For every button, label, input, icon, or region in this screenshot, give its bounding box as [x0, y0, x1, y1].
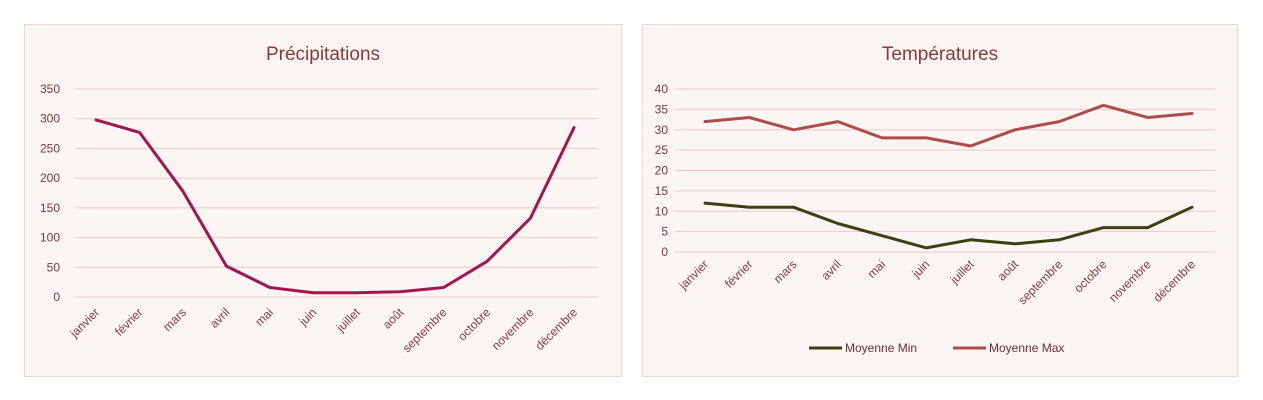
y-tick-label: 0	[661, 245, 668, 259]
legend-label: Moyenne Min	[845, 341, 917, 355]
y-tick-label: 25	[655, 143, 669, 157]
y-tick-label: 300	[40, 112, 60, 126]
temperature-chart-panel: Températures 0 5 10 15 20 25 30 35 40 janvier févr…	[642, 24, 1238, 377]
x-tick-label: septembre	[400, 305, 450, 355]
x-tick-label: mars	[160, 305, 189, 334]
y-tick-label: 10	[655, 204, 669, 218]
x-tick-label: juillet	[333, 305, 363, 335]
precipitation-chart: Précipitations 0 50 100 150 200 250 300 350 janv…	[40, 44, 598, 355]
y-tick-label: 150	[40, 201, 60, 215]
series-line	[94, 118, 576, 295]
x-tick-label: octobre	[455, 305, 493, 343]
y-tick-label: 5	[661, 225, 668, 239]
x-tick-label: juillet	[947, 257, 977, 287]
x-tick-label: février	[722, 257, 755, 290]
x-tick-label: janvier	[676, 257, 712, 293]
x-tick-label: décembre	[1150, 257, 1198, 305]
x-tick-label: août	[380, 305, 407, 332]
y-tick-label: 35	[655, 102, 669, 116]
precipitation-chart-panel: Précipitations 0 50 100 150 200 250 300 350 janv…	[24, 24, 622, 377]
y-tick-label: 0	[53, 290, 60, 304]
x-tick-label: mars	[771, 257, 800, 286]
x-tick-label: juin	[296, 305, 320, 329]
temperature-chart-title: Températures	[882, 44, 998, 65]
y-tick-label: 15	[655, 184, 669, 198]
y-tick-label: 100	[40, 231, 60, 245]
x-tick-label: juin	[909, 257, 933, 281]
series-line	[703, 103, 1194, 148]
x-tick-label: avril	[818, 257, 843, 282]
y-tick-label: 200	[40, 171, 60, 185]
precipitation-chart-title: Précipitations	[266, 44, 380, 65]
x-tick-label: mai	[252, 305, 276, 329]
x-tick-label: mai	[865, 257, 889, 281]
x-tick-label: août	[995, 257, 1022, 284]
series-line	[703, 201, 1194, 250]
x-tick-label: décembre	[532, 305, 580, 353]
x-tick-label: avril	[207, 305, 232, 330]
y-tick-label: 50	[47, 260, 61, 274]
y-tick-label: 30	[655, 123, 669, 137]
y-tick-label: 350	[40, 82, 60, 96]
y-tick-label: 20	[655, 164, 669, 178]
temperature-chart: Températures 0 5 10 15 20 25 30 35 40 janvier févr…	[655, 44, 1215, 355]
legend-label: Moyenne Max	[989, 341, 1064, 355]
x-tick-label: novembre	[1106, 257, 1154, 305]
x-tick-label: janvier	[67, 305, 103, 341]
x-tick-label: novembre	[489, 305, 537, 353]
x-tick-label: février	[112, 305, 145, 338]
y-tick-label: 40	[655, 82, 669, 96]
x-tick-label: septembre	[1015, 257, 1065, 307]
x-tick-label: octobre	[1071, 257, 1109, 295]
y-tick-label: 250	[40, 141, 60, 155]
